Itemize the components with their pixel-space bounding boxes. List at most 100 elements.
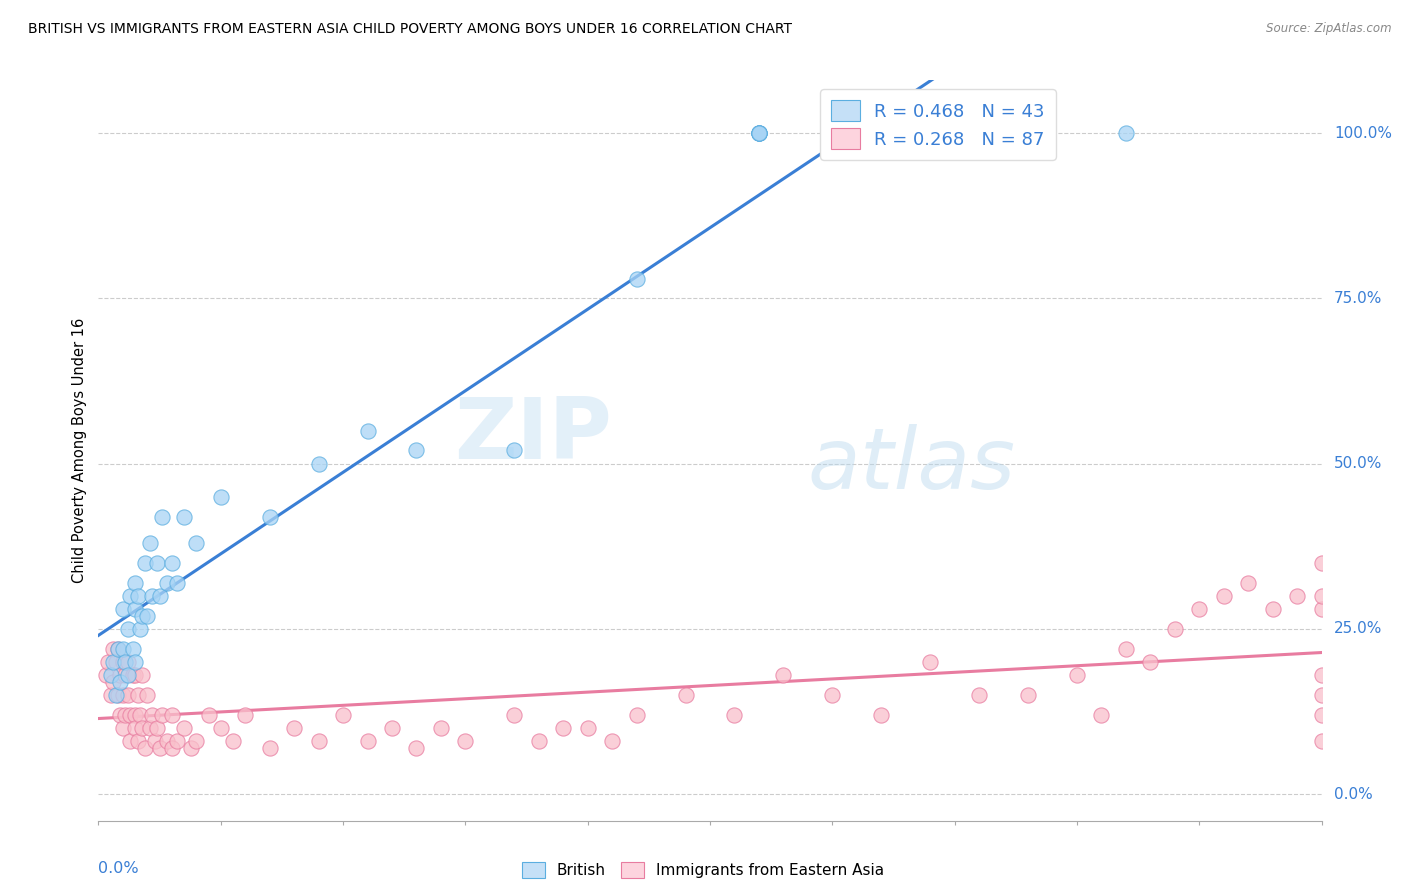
Point [920,655,942,669]
Point [356,424,378,438]
Point [1310,707,1333,722]
Point [209,721,232,735]
Point [748,126,770,140]
Point [381,721,404,735]
Point [356,734,378,748]
Point [117,655,139,669]
Point [160,707,183,722]
Point [1139,655,1161,669]
Point [120,707,142,722]
Point [967,688,990,702]
Point [626,707,648,722]
Point [173,509,195,524]
Point [209,490,232,504]
Point [111,655,134,669]
Text: 25.0%: 25.0% [1334,622,1382,636]
Text: 50.0%: 50.0% [1334,456,1382,471]
Point [117,622,139,636]
Point [100,668,122,682]
Text: BRITISH VS IMMIGRANTS FROM EASTERN ASIA CHILD POVERTY AMONG BOYS UNDER 16 CORREL: BRITISH VS IMMIGRANTS FROM EASTERN ASIA … [28,22,792,37]
Point [1090,707,1112,722]
Point [503,443,526,458]
Point [626,271,648,285]
Point [1066,668,1088,682]
Point [114,707,136,722]
Point [308,734,330,748]
Point [180,740,202,755]
Point [124,655,146,669]
Point [772,668,794,682]
Point [1188,602,1211,616]
Point [1310,688,1333,702]
Point [675,688,697,702]
Point [124,602,146,616]
Text: Source: ZipAtlas.com: Source: ZipAtlas.com [1267,22,1392,36]
Point [131,668,153,682]
Point [124,668,146,682]
Point [1261,602,1284,616]
Point [111,602,134,616]
Point [1310,602,1333,616]
Point [129,622,152,636]
Point [503,707,526,722]
Point [1286,589,1309,603]
Point [1310,556,1333,570]
Legend: R = 0.468   N = 43, R = 0.268   N = 87: R = 0.468 N = 43, R = 0.268 N = 87 [820,89,1056,160]
Point [114,668,136,682]
Point [131,608,153,623]
Point [527,734,550,748]
Point [131,721,153,735]
Point [332,707,354,722]
Point [111,688,134,702]
Point [117,688,139,702]
Point [114,655,136,669]
Point [166,734,188,748]
Point [107,641,129,656]
Point [94,668,117,682]
Point [124,707,146,722]
Point [110,707,132,722]
Point [259,509,281,524]
Point [107,641,129,656]
Point [139,536,162,550]
Point [143,734,166,748]
Point [149,589,172,603]
Point [129,707,152,722]
Legend: British, Immigrants from Eastern Asia: British, Immigrants from Eastern Asia [516,856,890,884]
Point [160,556,183,570]
Point [110,668,132,682]
Point [233,707,256,722]
Point [1115,641,1137,656]
Point [100,688,122,702]
Text: ZIP: ZIP [454,394,612,477]
Point [1310,668,1333,682]
Point [101,655,124,669]
Point [134,740,156,755]
Point [173,721,195,735]
Point [197,707,219,722]
Point [101,674,124,689]
Point [222,734,245,748]
Point [1017,688,1039,702]
Point [748,126,770,140]
Point [156,575,179,590]
Point [111,641,134,656]
Point [283,721,305,735]
Text: 75.0%: 75.0% [1334,291,1382,306]
Point [146,556,169,570]
Point [454,734,477,748]
Point [1310,589,1333,603]
Text: atlas: atlas [808,424,1017,507]
Point [124,721,146,735]
Point [821,688,844,702]
Point [107,688,129,702]
Point [576,721,599,735]
Point [97,655,120,669]
Point [748,126,770,140]
Point [748,126,770,140]
Point [127,734,149,748]
Point [160,740,183,755]
Point [141,707,163,722]
Text: 0.0%: 0.0% [1334,787,1372,802]
Point [134,556,156,570]
